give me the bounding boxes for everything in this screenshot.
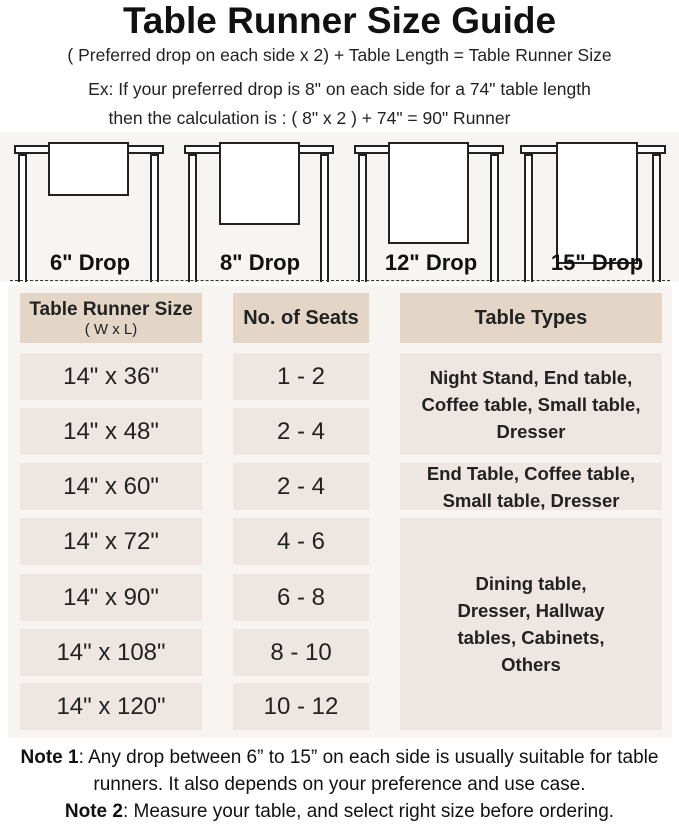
seats-cell: 6 - 8 (233, 574, 369, 621)
note-1-label: Note 1 (20, 747, 79, 768)
runner-12in-drop (388, 142, 469, 244)
seats-cell: 2 - 4 (233, 463, 369, 510)
drop-label: 8" Drop (219, 250, 301, 275)
size-cell: 14" x 60" (20, 463, 202, 510)
header-seats: No. of Seats (233, 293, 369, 343)
types-cell: Dining table, Dresser, Hallway tables, C… (400, 518, 662, 730)
size-cell: 14" x 120" (20, 683, 202, 730)
types-cell: End Table, Coffee table, Small table, Dr… (400, 463, 662, 511)
size-cell: 14" x 36" (20, 353, 202, 400)
page-title: Table Runner Size Guide (122, 0, 557, 41)
size-cell: 14" x 48" (20, 408, 202, 455)
formula-text: ( Preferred drop on each side x 2) + Tab… (67, 45, 612, 65)
runner-15in-drop (556, 142, 638, 264)
types-cell: Night Stand, End table, Coffee table, Sm… (400, 353, 662, 455)
runner-8in-drop (219, 142, 300, 225)
size-cell: 14" x 108" (20, 629, 202, 676)
seats-cell: 4 - 6 (233, 518, 369, 565)
size-cell: 14" x 90" (20, 574, 202, 621)
drop-label: 6" Drop (49, 250, 131, 275)
example-line-2: then the calculation is : ( 8" x 2 ) + 7… (108, 108, 511, 128)
header-types: Table Types (400, 293, 662, 343)
runner-6in-drop (48, 142, 129, 196)
drop-illustrations (0, 132, 679, 282)
note-1-text: : Any drop between 6” to 15” on each sid… (78, 747, 659, 795)
example-line-1: Ex: If your preferred drop is 8" on each… (88, 79, 591, 99)
drop-label: 12" Drop (384, 250, 478, 275)
drop-label: 15" Drop (550, 250, 644, 275)
seats-cell: 2 - 4 (233, 408, 369, 455)
note-2-label: Note 2 (64, 801, 123, 822)
header-size-label: Table Runner Size (29, 298, 193, 320)
size-table: Table Runner Size ( W x L) No. of Seats … (8, 286, 672, 738)
note-2-text: : Measure your table, and select right s… (122, 801, 615, 822)
header-size: Table Runner Size ( W x L) (20, 293, 202, 343)
seats-cell: 1 - 2 (233, 353, 369, 400)
size-cell: 14" x 72" (20, 518, 202, 565)
divider (10, 280, 670, 281)
note-2: Note 2: Measure your table, and select r… (0, 798, 679, 825)
note-1: Note 1: Any drop between 6” to 15” on ea… (0, 744, 679, 798)
seats-cell: 8 - 10 (233, 629, 369, 676)
header-size-sub: ( W x L) (84, 320, 138, 338)
seats-cell: 10 - 12 (233, 683, 369, 730)
